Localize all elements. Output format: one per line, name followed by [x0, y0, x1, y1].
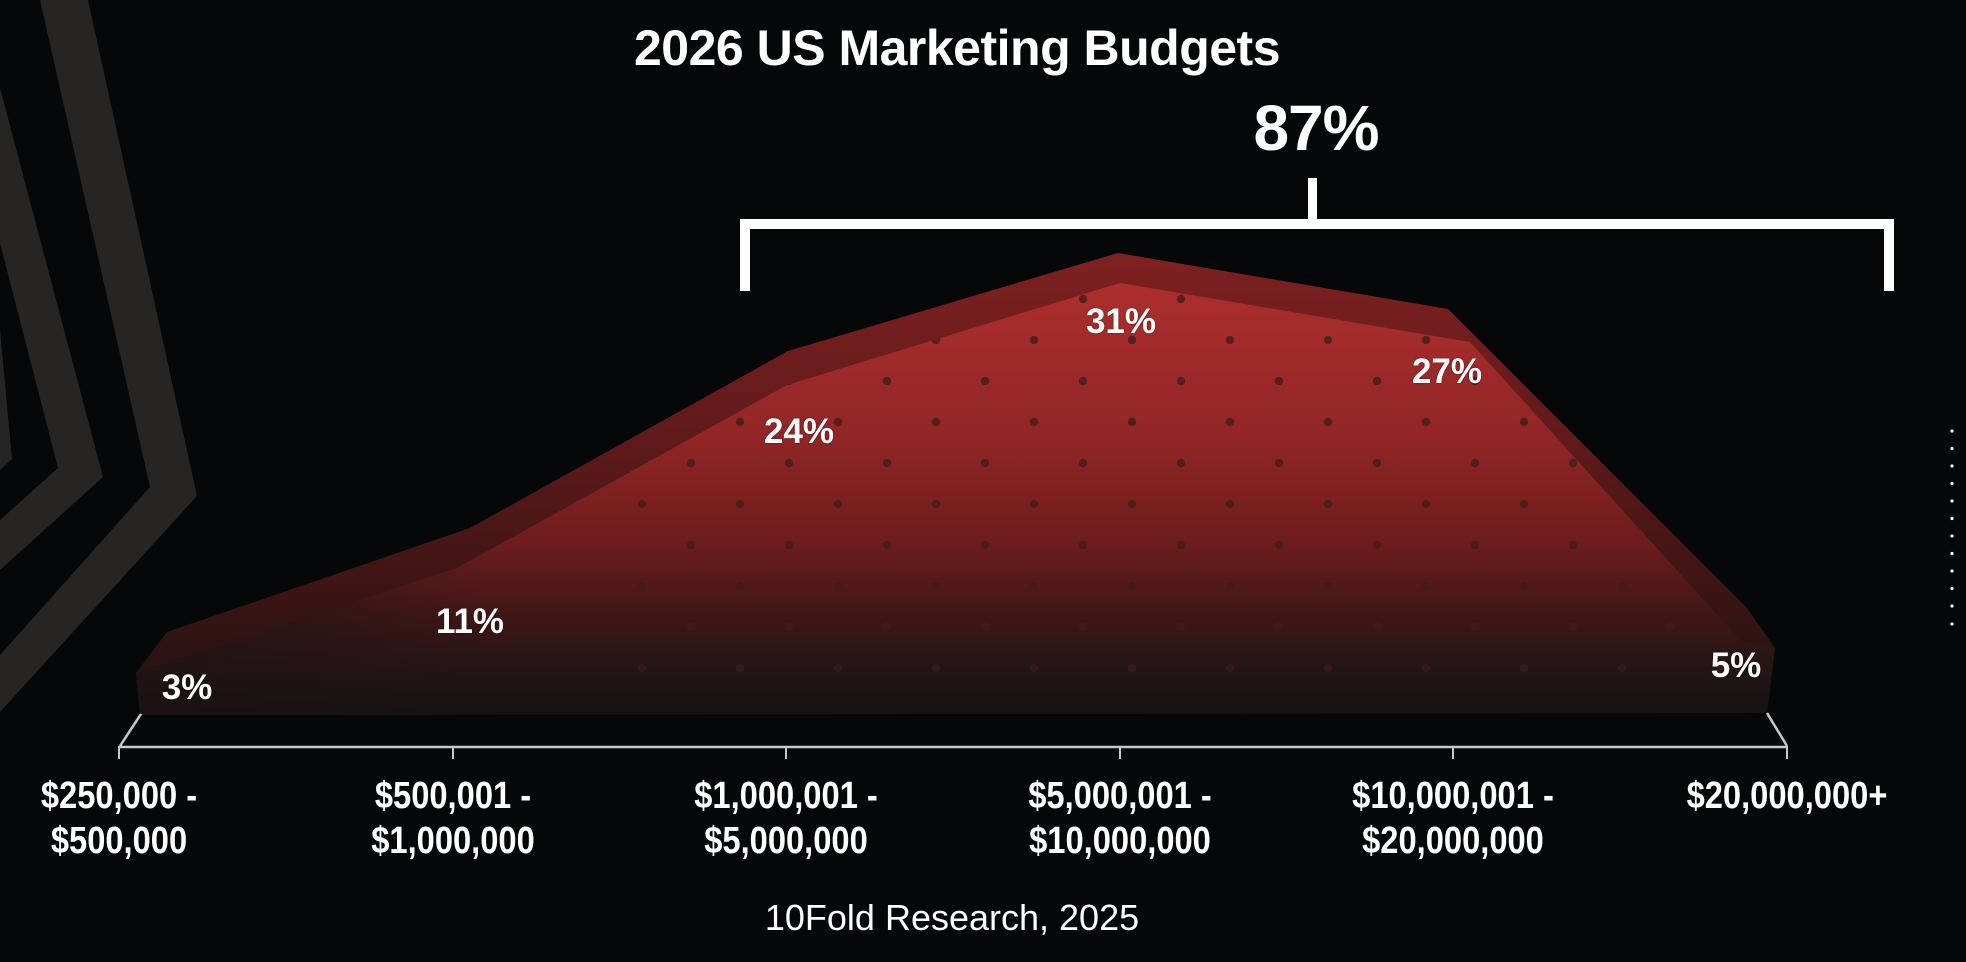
decorative-dotted-line [1950, 429, 1954, 626]
x-tick-label-line1: $20,000,000+ [1686, 775, 1888, 817]
x-tick-label: $10,000,001 - $20,000,000 [1303, 774, 1603, 864]
x-tick-label: $500,001 - $1,000,000 [303, 774, 603, 864]
x-tick-label-line1: $5,000,001 - [1028, 775, 1212, 817]
x-tick-label-line1: $500,001 - [374, 775, 532, 817]
data-label: 27% [1411, 352, 1483, 391]
source-citation: 10Fold Research, 2025 [764, 897, 1140, 938]
decorative-chevron-stripes [0, 0, 197, 712]
data-label: 5% [1710, 646, 1762, 685]
data-label: 31% [1085, 302, 1157, 341]
x-tick-label: $5,000,001 - $10,000,000 [970, 774, 1270, 864]
x-tick-label: $250,000 - $500,000 [0, 774, 269, 864]
x-tick-label-line1: $1,000,001 - [694, 775, 878, 817]
chart-title: 2026 US Marketing Budgets [633, 20, 1281, 76]
data-label: 11% [435, 602, 505, 641]
x-axis [118, 712, 1789, 759]
data-label: 24% [763, 412, 835, 451]
x-tick-label: $20,000,000+ [1637, 774, 1937, 819]
x-tick-label-line1: $10,000,001 - [1352, 775, 1554, 817]
data-label: 3% [161, 668, 213, 707]
x-tick-label-line2: $10,000,000 [1029, 820, 1211, 862]
x-tick-label-line1: $250,000 - [40, 775, 198, 817]
bracket-annotation [740, 178, 1894, 291]
x-tick-label: $1,000,001 - $5,000,000 [636, 774, 936, 864]
x-tick-label-line2: $20,000,000 [1362, 820, 1544, 862]
x-tick-label-line2: $5,000,000 [704, 820, 868, 862]
bracket-total-label: 87% [1253, 92, 1379, 164]
x-tick-label-line2: $1,000,000 [371, 820, 535, 862]
x-tick-label-line2: $500,000 [50, 820, 188, 862]
